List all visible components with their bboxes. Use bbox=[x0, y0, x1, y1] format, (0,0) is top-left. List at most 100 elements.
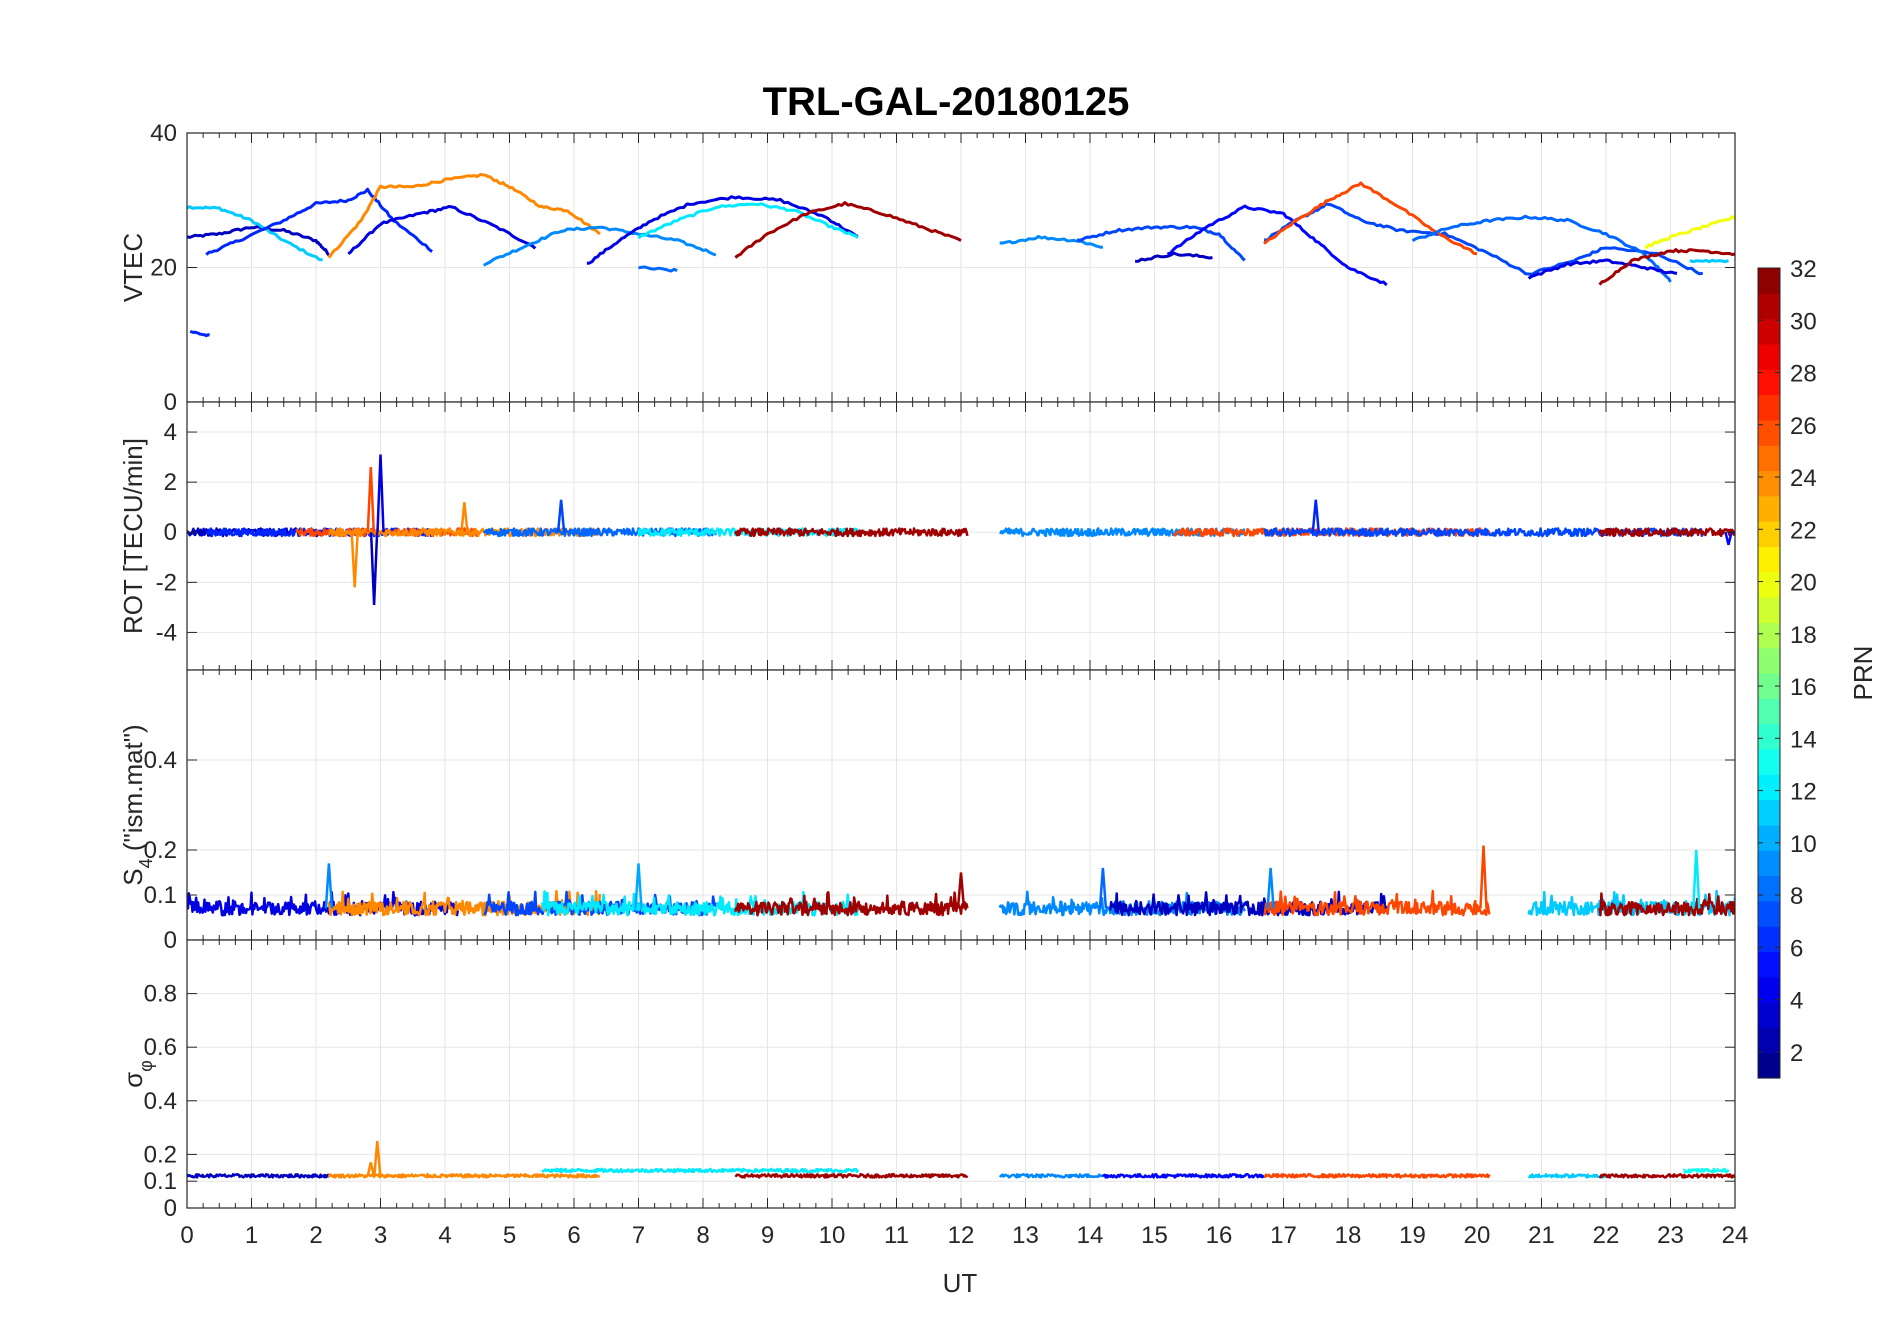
rot-spike bbox=[369, 532, 379, 605]
vtec-series-prn-31 bbox=[734, 201, 962, 259]
rot-spike bbox=[350, 532, 359, 588]
panel-sigma_phi-y-ticks bbox=[187, 993, 1735, 1209]
x-tick-label: 14 bbox=[1077, 1222, 1104, 1249]
y-tick-label: 0 bbox=[164, 927, 177, 954]
s4-spike bbox=[1098, 867, 1108, 909]
panel-rot-y-ticks bbox=[187, 431, 1735, 633]
colorbar-swatch bbox=[1758, 495, 1780, 522]
panel-vtec-data bbox=[187, 173, 1735, 338]
x-tick-label: 4 bbox=[438, 1222, 451, 1249]
s4-series-prn-31 bbox=[734, 891, 969, 917]
colorbar-swatch bbox=[1758, 673, 1780, 699]
colorbar-swatch bbox=[1758, 1002, 1780, 1028]
sigma_phi-series-prn-31 bbox=[1598, 1173, 1735, 1179]
x-axis-label: UT bbox=[943, 1268, 978, 1298]
sigma_phi-series-prn-5 bbox=[1101, 1172, 1265, 1179]
s4-series-prn-26 bbox=[1263, 889, 1491, 917]
colorbar-swatch bbox=[1758, 1027, 1780, 1054]
colorbar-swatch bbox=[1758, 875, 1780, 902]
x-tick-label: 3 bbox=[374, 1222, 387, 1249]
panel-sigma_phi-y-label: σφ bbox=[118, 1060, 156, 1088]
sigma_phi-series-prn-24 bbox=[327, 1172, 601, 1179]
y-tick-label: 0.4 bbox=[144, 747, 177, 774]
colorbar-tick-label: 6 bbox=[1790, 935, 1803, 962]
y-label-rest: ("ism.mat") bbox=[118, 724, 148, 858]
x-tick-label: 8 bbox=[696, 1222, 709, 1249]
chart-title: TRL-GAL-20180125 bbox=[763, 80, 1130, 124]
colorbar-swatch bbox=[1758, 976, 1780, 1003]
panel-s4-data bbox=[187, 845, 1735, 917]
vtec-series-prn-31 bbox=[1598, 248, 1735, 286]
vtec-series-prn-5 bbox=[1166, 204, 1388, 287]
colorbar-swatch bbox=[1758, 926, 1780, 953]
x-tick-label: 22 bbox=[1593, 1222, 1620, 1249]
x-tick-label: 9 bbox=[761, 1222, 774, 1249]
y-tick-label: 0.2 bbox=[144, 1141, 177, 1168]
x-tick-label: 17 bbox=[1270, 1222, 1297, 1249]
vtec-series-prn-4 bbox=[347, 205, 537, 255]
panel-rot: -4 -2 0 2 4 ROT [TECU/min] bbox=[118, 401, 1736, 671]
colorbar-tick-label: 18 bbox=[1790, 622, 1817, 649]
rot-spike bbox=[460, 502, 469, 533]
vtec-series-prn-7 bbox=[1076, 224, 1246, 262]
x-tick-label: 7 bbox=[632, 1222, 645, 1249]
colorbar-tick-label: 20 bbox=[1790, 570, 1817, 597]
colorbar-tick-label: 26 bbox=[1790, 413, 1817, 440]
rot-spike bbox=[1311, 499, 1321, 533]
y-tick-label: 20 bbox=[150, 255, 177, 282]
x-tick-label: 12 bbox=[948, 1222, 975, 1249]
x-tick-label: 24 bbox=[1722, 1222, 1749, 1249]
colorbar-swatch bbox=[1758, 546, 1780, 573]
x-tick-label: 11 bbox=[884, 1222, 909, 1249]
y-tick-label: 0.1 bbox=[144, 882, 177, 909]
colorbar-swatch bbox=[1758, 723, 1780, 750]
colorbar-tick-label: 4 bbox=[1790, 988, 1803, 1015]
y-tick-label: 0 bbox=[164, 1195, 177, 1222]
x-tick-label: 19 bbox=[1399, 1222, 1426, 1249]
colorbar-swatch bbox=[1758, 318, 1780, 345]
sigma_phi-series-prn-31 bbox=[734, 1172, 969, 1179]
colorbar-swatch bbox=[1758, 293, 1780, 320]
vtec-series-prn-4 bbox=[1527, 258, 1678, 280]
rot-spike bbox=[1724, 531, 1733, 546]
colorbar-swatch bbox=[1758, 647, 1780, 674]
colorbar-swatch bbox=[1758, 445, 1780, 472]
s4-spike bbox=[956, 872, 966, 909]
vtec-series-prn-6 bbox=[205, 187, 433, 256]
x-tick-label: 23 bbox=[1657, 1222, 1684, 1249]
colorbar-swatch bbox=[1758, 268, 1780, 294]
colorbar-tick-label: 30 bbox=[1790, 308, 1817, 335]
x-tick-label: 0 bbox=[180, 1222, 193, 1249]
panel-s4-y-label: S4 ("ism.mat") bbox=[118, 724, 156, 885]
colorbar-swatch bbox=[1758, 824, 1780, 851]
vtec-series-prn-9 bbox=[482, 225, 717, 267]
colorbar-swatch bbox=[1758, 521, 1780, 548]
vtec-series-prn-6 bbox=[189, 329, 210, 338]
y-tick-label: 2 bbox=[164, 469, 177, 496]
colorbar-swatch bbox=[1758, 748, 1780, 775]
colorbar-swatch bbox=[1758, 597, 1780, 623]
vtec-series-prn-8 bbox=[638, 265, 678, 273]
colorbar-tick-label: 10 bbox=[1790, 831, 1817, 858]
panel-s4-x-ticks bbox=[186, 670, 1736, 940]
panel-rot-x-ticks bbox=[186, 402, 1736, 670]
colorbar-tick-label: 2 bbox=[1790, 1040, 1803, 1067]
colorbar-tick-label: 24 bbox=[1790, 465, 1817, 492]
y-tick-label: 0 bbox=[164, 519, 177, 546]
y-tick-label: 40 bbox=[150, 120, 177, 147]
colorbar-tick-label: 22 bbox=[1790, 517, 1817, 544]
sigma_phi-spike bbox=[373, 1140, 382, 1176]
colorbar-tick-label: 12 bbox=[1790, 779, 1817, 806]
panel-s4: 00.10.20.4S4 ("ism.mat") bbox=[118, 669, 1736, 954]
x-tick-label: 2 bbox=[309, 1222, 322, 1249]
panel-rot-y-label: ROT [TECU/min] bbox=[118, 438, 148, 634]
colorbar-tick-label: 32 bbox=[1790, 256, 1817, 283]
s4-series-prn-4 bbox=[187, 890, 460, 917]
y-tick-label: 0 bbox=[164, 389, 177, 416]
vtec-series-prn-7 bbox=[1263, 202, 1703, 276]
vtec-series-prn-8 bbox=[1411, 214, 1672, 283]
colorbar-tick-label: 8 bbox=[1790, 883, 1803, 910]
